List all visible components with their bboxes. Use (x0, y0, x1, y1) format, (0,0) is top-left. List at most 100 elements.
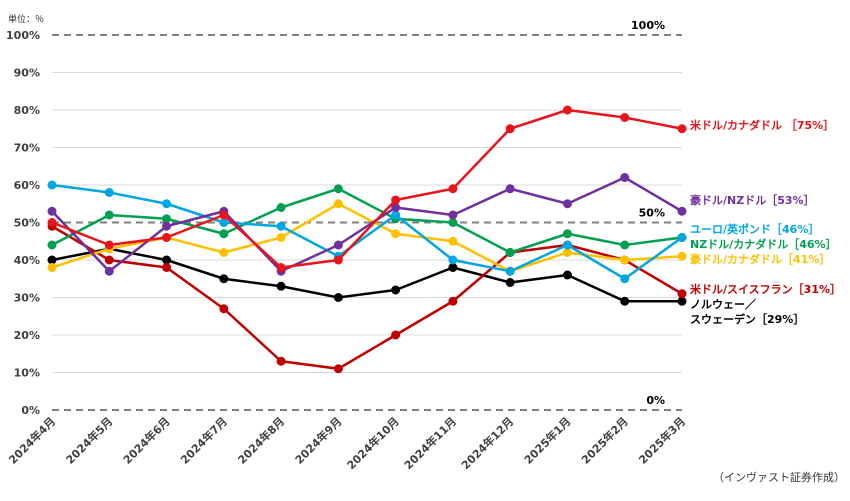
series-line (51, 108, 683, 269)
data-point (391, 285, 401, 295)
x-tick-label: 2024年11月 (401, 414, 459, 472)
data-point (333, 240, 343, 250)
data-point (276, 221, 286, 231)
legend-label: ユーロ/英ポンド［46%］ (690, 222, 819, 236)
data-point (47, 263, 57, 272)
data-point (448, 210, 458, 220)
series-line (51, 176, 683, 273)
data-point (104, 255, 114, 265)
data-point (219, 274, 229, 284)
y-tick-label: 70% (14, 142, 40, 155)
data-point (677, 296, 687, 306)
data-point (448, 296, 458, 306)
data-point (276, 203, 286, 212)
data-point (219, 304, 229, 314)
data-point (562, 270, 572, 280)
x-axis: 2024年4月 2024年5月 2024年6月 2024年7月 2024年8月 2024年… (6, 414, 689, 472)
data-point (276, 233, 286, 242)
x-tick-label: 2024年10月 (344, 414, 402, 472)
x-tick-label: 2024年5月 (63, 414, 116, 467)
series-line (51, 183, 683, 280)
reference-label: 0% (646, 394, 665, 407)
y-tick-label: 0% (21, 404, 40, 417)
series (47, 105, 687, 272)
data-point (391, 203, 401, 212)
data-point (104, 240, 114, 250)
x-tick-label: 2024年6月 (120, 414, 173, 467)
data-point (505, 248, 515, 257)
y-tick-label: 60% (14, 179, 40, 192)
data-point (505, 266, 515, 276)
data-point (562, 229, 572, 239)
series (47, 244, 687, 306)
data-point (162, 221, 172, 231)
data-point (219, 218, 229, 227)
y-tick-label: 80% (14, 104, 40, 117)
data-point (677, 251, 687, 261)
data-point (448, 255, 458, 265)
data-point (620, 274, 630, 284)
series-line (51, 247, 682, 303)
data-point (505, 278, 515, 287)
y-tick-label: 20% (14, 329, 40, 342)
data-point (677, 289, 687, 299)
y-tick-label: 90% (14, 67, 40, 80)
x-tick-label: 2025年3月 (636, 414, 689, 467)
data-point (448, 236, 458, 246)
legend-label: NZドル/カナダドル［46%］ (690, 237, 837, 251)
data-point (620, 255, 630, 265)
data-point (219, 248, 229, 257)
grid-lines (52, 72, 682, 373)
y-tick-label: 50% (14, 217, 40, 230)
data-point (677, 206, 687, 216)
unit-label: 単位：％ (8, 13, 44, 25)
data-point (47, 218, 57, 227)
data-point (333, 255, 343, 265)
legend-label: 米ドル/スイスフラン［31%］ (689, 282, 841, 296)
data-point (505, 184, 515, 194)
data-point (162, 263, 172, 272)
x-tick-label: 2024年4月 (6, 414, 59, 467)
data-point (162, 214, 172, 224)
data-point (448, 263, 458, 272)
data-point (47, 255, 57, 265)
data-point (104, 188, 114, 197)
data-point (620, 240, 630, 250)
y-tick-label: 100% (6, 29, 40, 42)
data-point (104, 210, 114, 220)
x-tick-label: 2024年9月 (292, 414, 345, 467)
data-point (562, 240, 572, 250)
y-tick-label: 30% (14, 292, 40, 305)
legend-label: スウェーデン［29%］ (690, 312, 804, 326)
data-point (47, 206, 57, 216)
data-point (391, 195, 401, 205)
series (47, 184, 687, 257)
data-point (391, 330, 401, 340)
data-point (219, 229, 229, 239)
data-point (620, 296, 630, 306)
data-point (620, 113, 630, 122)
y-axis: 0% 10% 20% 30% 40% 50% 60% 70% 80% 90% 100% (6, 29, 40, 417)
reference-lines: 100% 50% 0% (52, 19, 682, 411)
data-point (333, 199, 343, 209)
data-point (448, 218, 458, 227)
x-tick-label: 2025年1月 (521, 414, 574, 467)
data-point (276, 356, 286, 366)
data-point (104, 266, 114, 276)
y-tick-label: 10% (14, 367, 40, 380)
data-point (620, 173, 630, 182)
data-point (162, 233, 172, 242)
data-point (391, 210, 401, 220)
x-tick-label: 2024年8月 (235, 414, 288, 467)
series-line (51, 187, 683, 254)
source-note: （インヴァスト証券作成） (713, 470, 845, 484)
y-tick-label: 40% (14, 254, 40, 267)
data-point (677, 233, 687, 242)
legend-label: 豪ドル/NZドル［53%］ (690, 193, 815, 207)
data-point (47, 240, 57, 250)
series-layer (47, 105, 687, 374)
series-line (51, 225, 683, 370)
x-tick-label: 2025年2月 (578, 414, 631, 467)
